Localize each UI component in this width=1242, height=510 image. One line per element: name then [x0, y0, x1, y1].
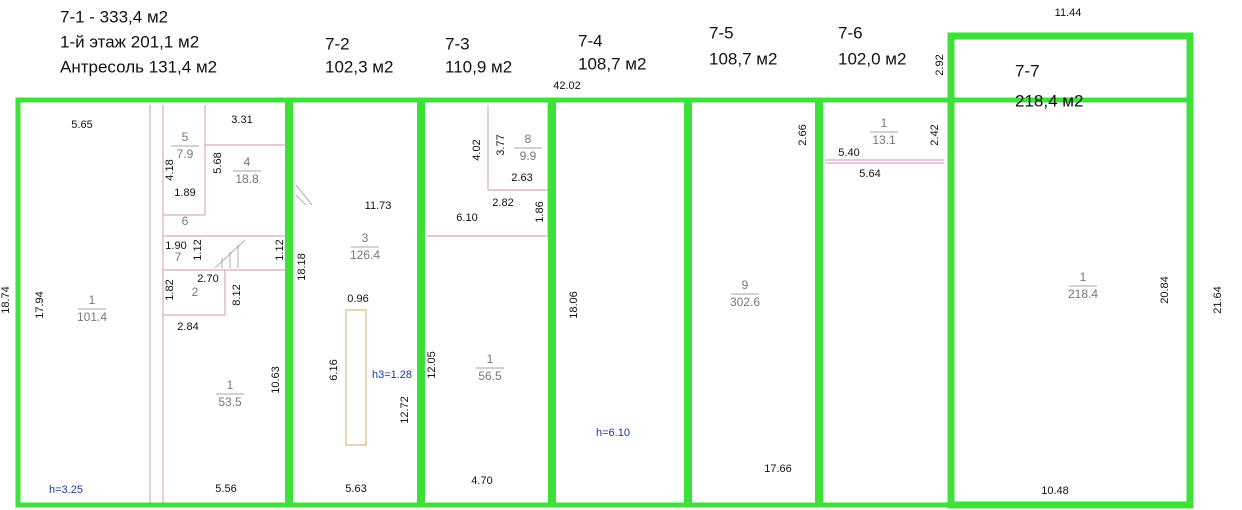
- dimension: 4.02: [471, 139, 483, 160]
- room-number: 2: [192, 285, 199, 299]
- unit-label: 7-7: [1015, 61, 1040, 80]
- dimension: 18.06: [568, 291, 580, 319]
- unit-label: 7-4: [578, 31, 603, 50]
- unit-label: 1-й этаж 201,1 м2: [60, 32, 199, 51]
- stairs: [214, 184, 313, 269]
- dimension: 2.92: [934, 54, 946, 75]
- dimension: 10.48: [1041, 485, 1069, 497]
- unit-label: 108,7 м2: [578, 54, 646, 73]
- dimension: 1.82: [164, 279, 176, 300]
- height-label: h=3.25: [49, 484, 83, 496]
- dimension: 5.65: [71, 119, 92, 131]
- column: [345, 309, 367, 446]
- room-number: 7: [175, 250, 182, 264]
- unit-label: 110,9 м2: [445, 57, 512, 76]
- dimension: 6.16: [328, 359, 340, 380]
- room-number: 5: [182, 130, 189, 144]
- room-area: 18.8: [235, 172, 259, 186]
- room-number: 1: [1080, 270, 1087, 284]
- dimension: 12.05: [426, 351, 438, 379]
- dimension: 5.56: [215, 483, 236, 495]
- dimension: 8.12: [231, 284, 243, 305]
- dimension: 1.12: [192, 239, 204, 260]
- unit-label: 7-6: [838, 23, 863, 42]
- dimension: 12.72: [399, 396, 411, 424]
- unit-label: 7-1 - 333,4 м2: [60, 7, 168, 26]
- unit-label: 102,0 м2: [838, 49, 906, 68]
- room-area: 218.4: [1068, 287, 1098, 301]
- room-area: 56.5: [478, 369, 502, 383]
- dimension: 11.44: [1055, 7, 1082, 19]
- room-area: 53.5: [218, 395, 242, 409]
- unit-label: 102,3 м2: [325, 57, 393, 76]
- room-number: 1: [487, 352, 494, 366]
- room-area: 126.4: [350, 248, 380, 262]
- room-area: 302.6: [730, 295, 760, 309]
- unit-label: 7-5: [709, 23, 734, 42]
- dimension: 5.63: [345, 483, 366, 495]
- room-number: 9: [742, 278, 749, 292]
- room-number: 1: [227, 378, 234, 392]
- unit-label: Антресоль 131,4 м2: [60, 57, 217, 76]
- dimension: 18.74: [0, 286, 12, 314]
- dimension: 2.82: [492, 197, 513, 209]
- dimension: 2.66: [797, 124, 809, 145]
- room-area: 13.1: [872, 133, 896, 147]
- interior-walls: [149, 105, 944, 505]
- dimension: 11.73: [365, 200, 392, 212]
- dimension: 1.90: [165, 240, 186, 252]
- room-number: 6: [182, 214, 189, 228]
- dimension: 20.84: [1159, 276, 1171, 304]
- dimension: 3.31: [231, 114, 252, 126]
- dimension: 2.63: [511, 172, 532, 184]
- dimension: 1.89: [174, 187, 195, 199]
- room-number: 3: [362, 231, 369, 245]
- dimension: 17.66: [764, 463, 792, 475]
- dimension: 6.10: [456, 212, 477, 224]
- dimension: 2.70: [197, 273, 218, 285]
- room-area: 7.9: [177, 147, 194, 161]
- room-number: 4: [244, 155, 251, 169]
- dimension: 2.84: [177, 321, 198, 333]
- room-area: 101.4: [77, 310, 107, 324]
- dimension: 10.63: [270, 366, 282, 394]
- room-number: 1: [89, 293, 96, 307]
- height-label: h3=1.28: [372, 369, 412, 381]
- dimension: 2.42: [929, 124, 941, 145]
- dimension: 18.18: [296, 253, 308, 281]
- dimension: 4.70: [471, 475, 492, 487]
- height-label: h=6.10: [596, 427, 630, 439]
- dimension: 5.40: [838, 147, 859, 159]
- unit-label: 108,7 м2: [709, 49, 777, 68]
- dimension: 5.68: [212, 152, 224, 173]
- room-number: 1: [881, 116, 888, 130]
- dimension: 4.18: [164, 159, 176, 180]
- dimension: 42.02: [553, 80, 581, 92]
- dimension: 0.96: [347, 293, 368, 305]
- dimension: 21.64: [1212, 286, 1224, 314]
- dimension: 17.94: [34, 291, 46, 319]
- unit-label: 218,4 м2: [1015, 91, 1083, 110]
- room-area: 9.9: [520, 149, 537, 163]
- unit-label: 7-3: [445, 34, 470, 53]
- unit-label: 7-2: [325, 34, 350, 53]
- dimension: 1.86: [534, 201, 546, 222]
- dimension: 3.77: [495, 134, 507, 155]
- dimension: 1.12: [274, 239, 286, 260]
- outer-walls: [15, 32, 1194, 509]
- dimension: 5.64: [859, 168, 880, 180]
- room-number: 8: [525, 132, 532, 146]
